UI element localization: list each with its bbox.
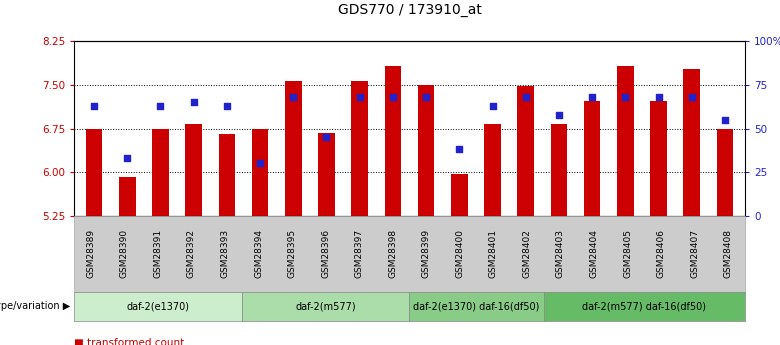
Text: GSM28400: GSM28400 (456, 229, 464, 278)
Text: GSM28399: GSM28399 (422, 229, 431, 278)
Bar (584, 101, 601, 216)
Text: GSM28403: GSM28403 (556, 229, 565, 278)
Point (619, 95, 632, 100)
Point (321, 135, 333, 140)
Point (453, 147, 466, 152)
Bar (717, 129, 733, 216)
Bar (551, 125, 567, 216)
Bar (451, 174, 468, 216)
Text: GSM28396: GSM28396 (321, 229, 330, 278)
Point (718, 117, 731, 122)
Text: daf-2(m577): daf-2(m577) (296, 301, 356, 311)
Point (420, 95, 432, 100)
Text: GSM28391: GSM28391 (154, 229, 162, 278)
Text: GSM28405: GSM28405 (623, 229, 632, 278)
Bar (484, 125, 501, 216)
Text: daf-2(m577) daf-16(df50): daf-2(m577) daf-16(df50) (583, 301, 706, 311)
Text: GSM28401: GSM28401 (489, 229, 498, 278)
Point (652, 95, 665, 100)
Point (154, 103, 167, 109)
Text: GSM28402: GSM28402 (523, 229, 531, 278)
Bar (285, 81, 302, 216)
Point (187, 100, 200, 105)
Text: GSM28394: GSM28394 (254, 229, 263, 278)
Point (553, 112, 566, 117)
Bar (252, 129, 268, 216)
Text: GSM28398: GSM28398 (388, 229, 397, 278)
Point (387, 95, 399, 100)
Bar (152, 129, 168, 216)
Text: GSM28389: GSM28389 (87, 229, 95, 278)
Bar (385, 66, 401, 216)
Bar (86, 129, 102, 216)
Point (586, 95, 598, 100)
Text: GSM28407: GSM28407 (690, 229, 699, 278)
Text: daf-2(e1370): daf-2(e1370) (126, 301, 190, 311)
Bar (617, 66, 633, 216)
Text: GSM28390: GSM28390 (120, 229, 129, 278)
Point (686, 95, 698, 100)
Bar (517, 86, 534, 216)
Bar (418, 85, 434, 216)
Point (121, 155, 133, 161)
Point (486, 103, 498, 109)
Point (254, 161, 266, 166)
Text: GSM28395: GSM28395 (288, 229, 296, 278)
Point (519, 95, 532, 100)
Text: ■ transformed count: ■ transformed count (74, 338, 184, 345)
Text: GSM28392: GSM28392 (187, 229, 196, 278)
Text: GSM28408: GSM28408 (724, 229, 732, 278)
Text: GSM28404: GSM28404 (590, 229, 598, 278)
Point (221, 103, 233, 109)
Text: GDS770 / 173910_at: GDS770 / 173910_at (338, 3, 481, 17)
Text: GSM28393: GSM28393 (221, 229, 229, 278)
Bar (351, 81, 368, 216)
Bar (683, 69, 700, 216)
Point (88, 103, 101, 109)
Bar (218, 134, 235, 216)
Bar (651, 101, 667, 216)
Text: genotype/variation ▶: genotype/variation ▶ (0, 301, 70, 311)
Bar (186, 125, 202, 216)
Text: daf-2(e1370) daf-16(df50): daf-2(e1370) daf-16(df50) (413, 301, 540, 311)
Bar (119, 177, 136, 216)
Point (353, 95, 366, 100)
Point (287, 95, 300, 100)
Text: GSM28397: GSM28397 (355, 229, 363, 278)
Bar (318, 133, 335, 216)
Text: GSM28406: GSM28406 (657, 229, 665, 278)
